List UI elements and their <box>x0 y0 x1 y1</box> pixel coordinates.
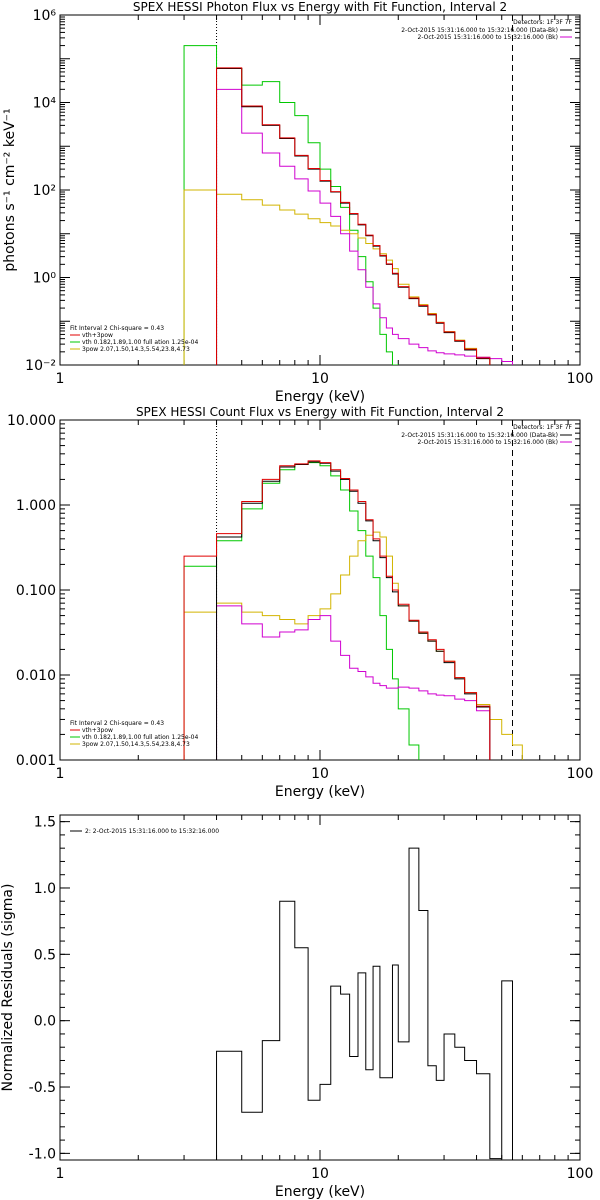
x-tick-label: 1 <box>56 766 65 782</box>
plot-frame <box>59 419 581 761</box>
legend-top-text: 2-Oct-2015 15:31:16.000 to 15:32:16.000 … <box>418 34 559 41</box>
panel-3: 1 10 100 Energy (keV) -1.0 -0.5 0.0 0.5 1.0 1.5 No… <box>0 814 594 1200</box>
y-tick-label: 0.010 <box>16 668 56 684</box>
fit-legend-text: 3pow 2.07,1.50,14.3,5.54,23.8,4.73 <box>82 741 190 748</box>
x-tick-label: 10 <box>311 371 329 387</box>
series-group <box>183 460 523 760</box>
panel-2: SPEX HESSI Count Flux vs Energy with Fit… <box>7 405 594 800</box>
series-data-bk <box>216 461 491 760</box>
fit-legend-text: vth 0.182,1.89,1.00 full ation 1.25e-04 <box>82 339 198 346</box>
x-tick-label: 10 <box>311 766 329 782</box>
y-tick-label: 0.0 <box>34 1014 56 1030</box>
x-tick-label: 1 <box>56 1166 65 1182</box>
y-tick-label: 10⁴ <box>33 96 57 112</box>
y-tick-label: 1.0 <box>34 881 56 897</box>
y-axis-label: Normalized Residuals (sigma) <box>0 884 16 1092</box>
x-tick-label: 100 <box>567 1166 594 1182</box>
fit-legend-text: vth 0.182,1.89,1.00 full ation 1.25e-04 <box>82 734 198 741</box>
legend-top-text: 2-Oct-2015 15:31:16.000 to 15:32:16.000 … <box>401 27 558 34</box>
detectors-label: Detectors: 1F 3F 7F <box>513 424 572 431</box>
x-tick-label: 10 <box>311 1166 329 1182</box>
chart-title: SPEX HESSI Photon Flux vs Energy with Fi… <box>133 0 507 14</box>
detectors-label: Detectors: 1F 3F 7F <box>513 19 572 26</box>
x-axis-label: Energy (keV) <box>275 389 365 405</box>
fit-header: Fit Interval 2 Chi-square = 0.43 <box>70 325 164 332</box>
series-data-bk <box>216 67 491 365</box>
chart-title: SPEX HESSI Count Flux vs Energy with Fit… <box>136 405 504 419</box>
plot-frame <box>59 14 581 366</box>
x-tick-label: 1 <box>56 371 65 387</box>
y-tick-label: -1.0 <box>29 1146 56 1162</box>
legend-top-text: 2-Oct-2015 15:31:16.000 to 15:32:16.000 … <box>418 439 559 446</box>
y-tick-label: 1.5 <box>34 815 56 831</box>
y-tick-label: 10⁻² <box>25 358 56 374</box>
fit-legend-text: vth+3pow <box>82 727 113 734</box>
y-tick-label: 1.000 <box>16 498 56 514</box>
x-tick-label: 100 <box>567 766 594 782</box>
y-tick-label: 10⁰ <box>33 271 57 287</box>
y-tick-label: 10² <box>33 183 56 199</box>
series-vth-3pow <box>183 460 491 760</box>
series-vth-3pow <box>216 67 491 365</box>
legend-top-text: 2-Oct-2015 15:31:16.000 to 15:32:16.000 … <box>401 432 558 439</box>
series-vth <box>183 45 399 365</box>
series-bk <box>216 605 491 760</box>
y-axis-label: photons s⁻¹ cm⁻² keV⁻¹ <box>2 108 18 271</box>
series-group <box>183 45 513 365</box>
x-tick-label: 100 <box>567 371 594 387</box>
fit-legend-text: 3pow 2.07,1.50,14.3,5.54,23.8,4.73 <box>82 346 190 353</box>
y-tick-label: 10.000 <box>7 413 56 429</box>
series-group <box>216 847 513 1160</box>
legend-text: 2: 2-Oct-2015 15:31:16.000 to 15:32:16.0… <box>85 828 219 835</box>
y-tick-label: 0.100 <box>16 583 56 599</box>
fit-legend-text: vth+3pow <box>82 332 113 339</box>
series-vth <box>183 462 420 760</box>
y-tick-label: 0.5 <box>34 947 56 963</box>
y-tick-label: 0.001 <box>16 753 56 769</box>
y-tick-label: 10⁶ <box>33 8 57 24</box>
x-axis-label: Energy (keV) <box>275 1184 365 1200</box>
fit-header: Fit Interval 2 Chi-square = 0.43 <box>70 720 164 727</box>
panel-1: SPEX HESSI Photon Flux vs Energy with Fi… <box>2 0 594 405</box>
series-2 <box>216 847 513 1160</box>
series-bk <box>216 88 513 365</box>
y-tick-label: -0.5 <box>29 1080 56 1096</box>
x-axis-label: Energy (keV) <box>275 784 365 800</box>
